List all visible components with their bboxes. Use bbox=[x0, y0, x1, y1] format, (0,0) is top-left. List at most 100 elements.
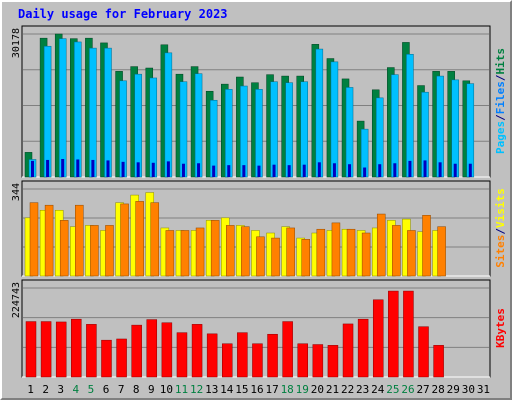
x-tick-label: 31 bbox=[477, 383, 490, 396]
kbytes-bar bbox=[55, 321, 67, 378]
kbytes-bar bbox=[161, 322, 173, 378]
legend-visits_sites: Sites/Visits bbox=[494, 188, 507, 268]
sites-bar bbox=[346, 228, 356, 277]
sites-bar bbox=[376, 213, 386, 277]
pages-bar bbox=[76, 159, 80, 177]
pages-bar bbox=[468, 163, 472, 177]
files-bar bbox=[104, 47, 112, 178]
kbytes-bar bbox=[25, 321, 37, 378]
legend-entry: Sites bbox=[494, 235, 507, 268]
sites-bar bbox=[331, 222, 341, 277]
files-bar bbox=[179, 81, 188, 178]
sites-bar bbox=[422, 215, 431, 277]
files-bar bbox=[466, 83, 475, 178]
sites-bar bbox=[226, 225, 235, 277]
sites-bar bbox=[150, 202, 160, 277]
files-bar bbox=[225, 89, 233, 178]
kbytes-bar bbox=[327, 345, 339, 378]
chart-title: Daily usage for February 2023 bbox=[18, 7, 228, 21]
pages-bar bbox=[332, 163, 336, 177]
sites-bar bbox=[286, 227, 295, 277]
pages-bar bbox=[181, 163, 185, 177]
x-tick-label: 15 bbox=[235, 383, 248, 396]
x-tick-label: 29 bbox=[447, 383, 460, 396]
pages-bar bbox=[378, 164, 382, 177]
kbytes-bar bbox=[388, 290, 399, 378]
files-bar bbox=[134, 73, 142, 178]
kbytes-bar bbox=[101, 339, 112, 378]
x-tick-label: 8 bbox=[133, 383, 140, 396]
x-tick-label: 19 bbox=[296, 383, 309, 396]
pages-bar bbox=[302, 164, 306, 177]
sites-bar bbox=[165, 230, 175, 277]
kbytes-bar bbox=[357, 318, 369, 378]
legend-entry: Visits bbox=[494, 188, 507, 228]
kbytes-bar bbox=[206, 333, 218, 378]
files-bar bbox=[194, 73, 203, 178]
x-tick-label: 14 bbox=[220, 383, 234, 396]
legend-entry: / bbox=[494, 74, 507, 81]
x-tick-label: 3 bbox=[57, 383, 64, 396]
pages-bar bbox=[423, 160, 427, 177]
kbytes-bar bbox=[71, 318, 82, 378]
pages-bar bbox=[136, 162, 140, 177]
x-tick-label: 16 bbox=[250, 383, 263, 396]
y-max-label-hits_files_pages: 30178 bbox=[11, 28, 22, 58]
kbytes-bar bbox=[282, 321, 293, 378]
files-bar bbox=[240, 85, 248, 178]
pages-bar bbox=[121, 161, 125, 177]
kbytes-bar bbox=[342, 323, 354, 378]
files-bar bbox=[391, 74, 399, 178]
x-tick-label: 20 bbox=[311, 383, 324, 396]
sites-bar bbox=[241, 226, 250, 277]
files-bar bbox=[149, 77, 158, 178]
files-bar bbox=[436, 75, 444, 178]
kbytes-bar bbox=[252, 343, 263, 378]
kbytes-bar bbox=[176, 332, 188, 378]
files-bar bbox=[43, 45, 52, 178]
legend-entry: Files bbox=[494, 81, 507, 114]
pages-bar bbox=[257, 165, 261, 177]
kbytes-bar bbox=[131, 324, 142, 378]
kbytes-bar bbox=[222, 343, 233, 378]
files-bar bbox=[89, 47, 97, 178]
y-max-label-visits_sites: 344 bbox=[11, 183, 22, 201]
files-bar bbox=[345, 87, 354, 178]
x-tick-label: 1 bbox=[27, 383, 34, 396]
legend-kbytes: KBytes bbox=[494, 308, 507, 348]
files-bar bbox=[451, 79, 459, 178]
sites-bar bbox=[29, 202, 39, 277]
files-bar bbox=[58, 38, 67, 178]
pages-bar bbox=[408, 160, 412, 177]
legend-entry: / bbox=[494, 114, 507, 121]
x-tick-label: 10 bbox=[160, 383, 173, 396]
sites-bar bbox=[407, 230, 416, 277]
legend-entry: / bbox=[494, 228, 507, 235]
x-tick-label: 27 bbox=[416, 383, 429, 396]
sites-bar bbox=[59, 220, 69, 277]
legend-entry: KBytes bbox=[494, 308, 507, 348]
x-tick-label: 21 bbox=[326, 383, 339, 396]
pages-bar bbox=[287, 165, 291, 177]
pages-bar bbox=[242, 165, 246, 177]
x-tick-label: 9 bbox=[148, 383, 155, 396]
files-bar bbox=[255, 89, 263, 178]
kbytes-bar bbox=[418, 326, 429, 378]
pages-bar bbox=[363, 167, 367, 177]
legend-entry: Hits bbox=[494, 48, 507, 75]
kbytes-bar bbox=[86, 324, 97, 378]
pages-bar bbox=[227, 165, 231, 177]
kbytes-bar bbox=[312, 344, 324, 378]
pages-bar bbox=[31, 160, 34, 177]
files-bar bbox=[315, 48, 324, 178]
pages-bar bbox=[348, 164, 352, 177]
files-bar bbox=[74, 41, 82, 178]
kbytes-bar bbox=[403, 290, 414, 378]
sites-bar bbox=[105, 225, 114, 277]
y-max-label-kbytes: 224743 bbox=[11, 282, 22, 318]
x-tick-label: 12 bbox=[190, 383, 203, 396]
sites-bar bbox=[195, 227, 205, 277]
kbytes-bar bbox=[237, 332, 248, 378]
